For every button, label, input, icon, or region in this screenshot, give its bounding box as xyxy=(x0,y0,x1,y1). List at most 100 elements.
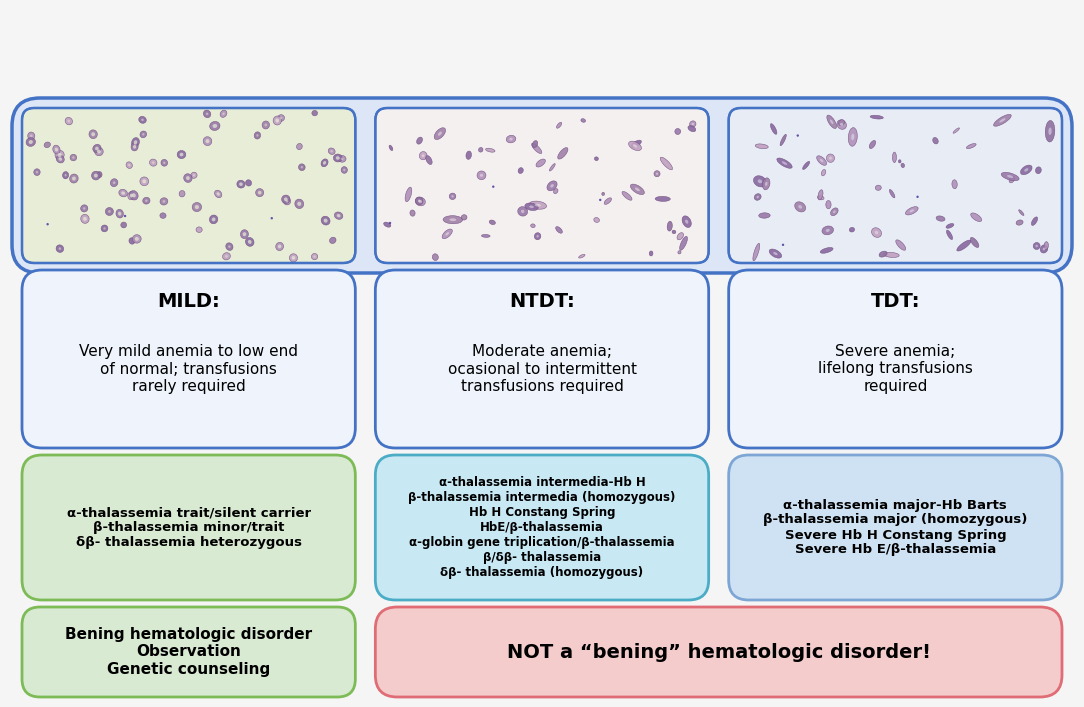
Ellipse shape xyxy=(222,112,224,115)
Ellipse shape xyxy=(594,218,599,223)
Ellipse shape xyxy=(65,174,66,177)
Circle shape xyxy=(916,196,919,198)
Ellipse shape xyxy=(415,197,425,206)
Ellipse shape xyxy=(757,196,759,198)
Ellipse shape xyxy=(297,201,301,206)
Ellipse shape xyxy=(839,119,844,126)
Ellipse shape xyxy=(130,194,133,197)
Ellipse shape xyxy=(446,232,449,235)
Ellipse shape xyxy=(901,163,904,168)
Ellipse shape xyxy=(554,189,558,194)
Ellipse shape xyxy=(970,238,979,247)
Ellipse shape xyxy=(69,174,78,183)
Ellipse shape xyxy=(802,161,810,170)
Ellipse shape xyxy=(579,255,585,258)
Ellipse shape xyxy=(581,119,585,122)
Ellipse shape xyxy=(875,185,881,190)
Ellipse shape xyxy=(63,172,68,179)
Ellipse shape xyxy=(255,132,260,139)
Ellipse shape xyxy=(312,110,318,116)
Ellipse shape xyxy=(418,200,422,203)
Ellipse shape xyxy=(256,134,258,136)
Ellipse shape xyxy=(771,124,777,134)
Ellipse shape xyxy=(297,144,302,150)
Ellipse shape xyxy=(952,180,957,189)
Ellipse shape xyxy=(192,202,202,211)
Ellipse shape xyxy=(243,232,246,236)
Ellipse shape xyxy=(780,134,786,146)
Ellipse shape xyxy=(782,161,787,165)
Ellipse shape xyxy=(932,137,939,144)
Ellipse shape xyxy=(1020,165,1032,175)
Ellipse shape xyxy=(96,150,101,153)
FancyBboxPatch shape xyxy=(22,270,356,448)
Ellipse shape xyxy=(336,156,339,160)
Ellipse shape xyxy=(34,169,40,175)
Ellipse shape xyxy=(753,176,766,187)
Ellipse shape xyxy=(525,203,538,211)
Ellipse shape xyxy=(94,147,103,156)
Ellipse shape xyxy=(133,140,138,144)
Ellipse shape xyxy=(531,224,535,228)
Ellipse shape xyxy=(55,151,64,160)
Ellipse shape xyxy=(875,231,878,234)
Ellipse shape xyxy=(141,119,144,121)
Ellipse shape xyxy=(649,251,653,256)
FancyBboxPatch shape xyxy=(22,455,356,600)
Ellipse shape xyxy=(889,189,895,198)
FancyBboxPatch shape xyxy=(728,108,1062,263)
Ellipse shape xyxy=(594,157,598,160)
Ellipse shape xyxy=(418,199,421,202)
Ellipse shape xyxy=(443,216,463,223)
Ellipse shape xyxy=(101,225,108,232)
Ellipse shape xyxy=(129,238,136,244)
Ellipse shape xyxy=(59,157,62,160)
Ellipse shape xyxy=(675,129,681,134)
Ellipse shape xyxy=(1048,127,1051,135)
Ellipse shape xyxy=(140,131,146,138)
Ellipse shape xyxy=(685,220,688,223)
FancyBboxPatch shape xyxy=(22,607,356,697)
Ellipse shape xyxy=(331,150,333,152)
Ellipse shape xyxy=(765,182,767,186)
Ellipse shape xyxy=(1035,167,1042,174)
Text: Moderate anemia;
ocasional to intermittent
transfusions required: Moderate anemia; ocasional to intermitte… xyxy=(448,344,636,394)
Ellipse shape xyxy=(1035,245,1037,247)
Ellipse shape xyxy=(817,196,824,200)
Ellipse shape xyxy=(57,153,62,157)
Ellipse shape xyxy=(142,180,146,183)
Ellipse shape xyxy=(461,215,467,220)
Ellipse shape xyxy=(384,222,391,227)
Ellipse shape xyxy=(204,110,210,117)
Ellipse shape xyxy=(830,208,838,216)
Ellipse shape xyxy=(631,140,642,147)
Ellipse shape xyxy=(59,247,61,250)
Ellipse shape xyxy=(324,218,327,223)
Ellipse shape xyxy=(405,187,412,201)
Ellipse shape xyxy=(506,135,516,143)
Ellipse shape xyxy=(660,157,672,170)
Ellipse shape xyxy=(134,237,139,241)
Ellipse shape xyxy=(191,173,197,178)
Ellipse shape xyxy=(209,215,218,224)
Ellipse shape xyxy=(529,206,533,208)
Ellipse shape xyxy=(509,138,513,141)
Text: MILD:: MILD: xyxy=(157,292,220,311)
Ellipse shape xyxy=(1009,176,1015,183)
Ellipse shape xyxy=(132,193,136,197)
Ellipse shape xyxy=(186,176,190,180)
Ellipse shape xyxy=(103,227,105,230)
Ellipse shape xyxy=(131,143,138,151)
Ellipse shape xyxy=(450,218,456,221)
Ellipse shape xyxy=(1002,173,1019,181)
Ellipse shape xyxy=(128,192,134,200)
Ellipse shape xyxy=(195,205,199,209)
Ellipse shape xyxy=(228,245,231,248)
Ellipse shape xyxy=(177,151,185,158)
Ellipse shape xyxy=(26,138,36,146)
Ellipse shape xyxy=(777,158,792,168)
Text: Bening hematologic disorder
Observation
Genetic counseling: Bening hematologic disorder Observation … xyxy=(65,627,312,677)
Ellipse shape xyxy=(1043,247,1045,250)
Ellipse shape xyxy=(758,180,762,183)
Ellipse shape xyxy=(550,163,555,171)
